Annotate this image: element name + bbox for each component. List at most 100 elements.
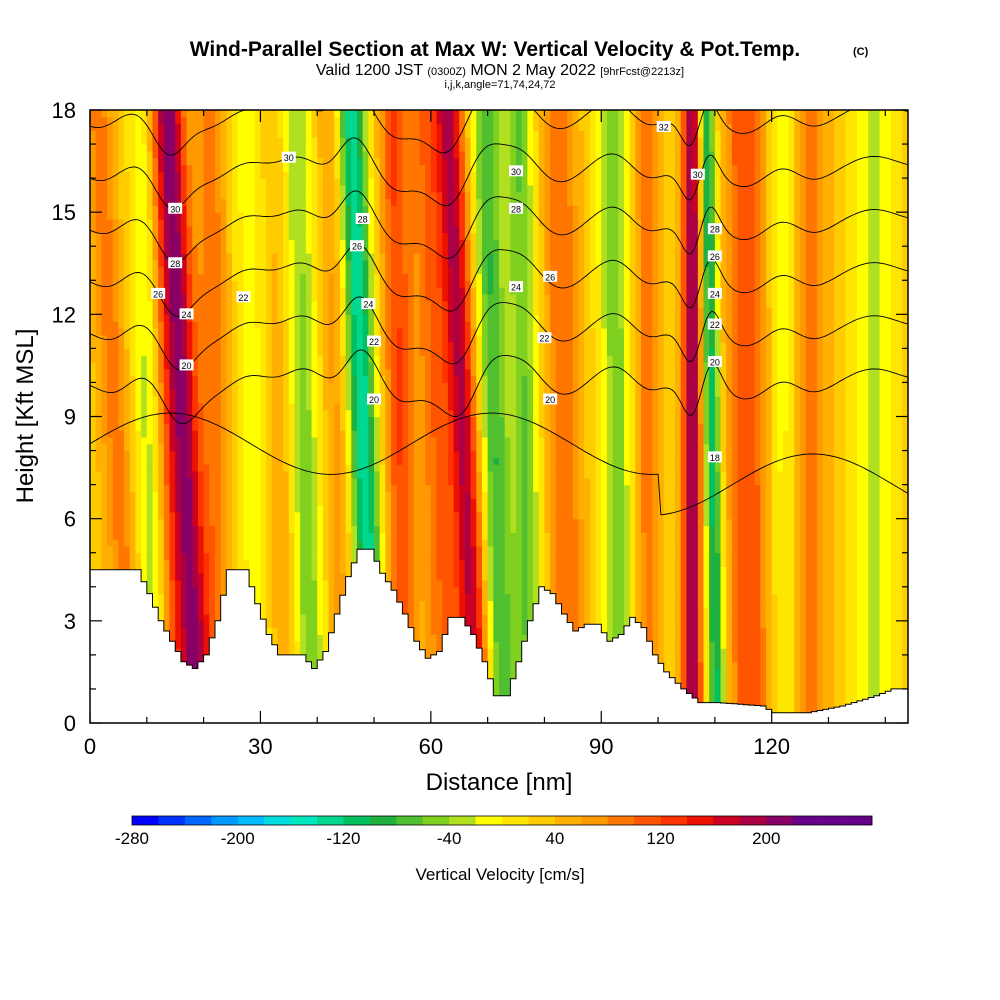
velocity-cell: [339, 259, 347, 268]
velocity-cell: [146, 375, 154, 384]
velocity-cell: [135, 505, 142, 513]
velocity-cell: [101, 334, 108, 343]
velocity-cell: [391, 178, 398, 186]
velocity-cell: [152, 198, 159, 206]
velocity-cell: [243, 423, 250, 431]
velocity-cell: [271, 498, 279, 506]
velocity-cell: [141, 470, 148, 479]
velocity-cell: [237, 307, 244, 315]
velocity-cell: [374, 409, 381, 418]
velocity-cell: [283, 327, 290, 336]
velocity-cell: [129, 348, 137, 356]
velocity-cell: [226, 164, 233, 172]
velocity-cell: [277, 409, 284, 418]
velocity-cell: [379, 396, 386, 404]
velocity-cell: [334, 123, 341, 132]
velocity-cell: [356, 416, 364, 424]
velocity-cell: [328, 498, 335, 506]
velocity-cell: [197, 450, 205, 458]
velocity-cell: [351, 287, 358, 295]
velocity-cell: [396, 423, 404, 431]
velocity-cell: [254, 416, 262, 424]
velocity-cell: [379, 477, 386, 486]
velocity-cell: [203, 518, 210, 527]
velocity-cell: [356, 293, 364, 302]
velocity-cell: [317, 130, 324, 138]
velocity-cell: [277, 559, 284, 567]
velocity-cell: [192, 171, 199, 179]
velocity-cell: [277, 627, 284, 636]
velocity-cell: [351, 436, 358, 445]
velocity-cell: [277, 539, 284, 547]
velocity-cell: [152, 396, 159, 404]
velocity-cell: [112, 430, 119, 438]
velocity-cell: [124, 464, 131, 472]
velocity-cell: [169, 423, 176, 431]
velocity-cell: [260, 545, 267, 554]
velocity-cell: [197, 470, 205, 479]
velocity-cell: [385, 246, 392, 254]
velocity-cell: [294, 634, 301, 642]
velocity-cell: [243, 396, 250, 404]
velocity-cell: [243, 539, 250, 547]
velocity-cell: [101, 171, 108, 179]
velocity-cell: [277, 614, 284, 622]
velocity-cell: [175, 171, 182, 179]
velocity-cell: [322, 362, 330, 370]
velocity-cell: [294, 586, 301, 595]
velocity-cell: [249, 552, 256, 561]
velocity-cell: [209, 389, 216, 397]
velocity-cell: [271, 464, 279, 472]
velocity-cell: [277, 545, 284, 554]
velocity-cell: [112, 157, 119, 166]
velocity-cell: [334, 409, 341, 418]
velocity-cell: [232, 423, 239, 431]
velocity-cell: [186, 287, 193, 295]
velocity-cell: [175, 341, 182, 349]
velocity-cell: [334, 450, 341, 458]
velocity-cell: [391, 552, 398, 561]
velocity-cell: [163, 184, 171, 193]
velocity-cell: [379, 545, 386, 554]
velocity-cell: [220, 198, 227, 206]
velocity-cell: [112, 402, 119, 411]
velocity-cell: [283, 280, 290, 288]
velocity-cell: [277, 150, 284, 159]
velocity-cell: [345, 498, 352, 506]
velocity-cell: [334, 586, 341, 595]
velocity-cell: [197, 654, 205, 663]
velocity-cell: [260, 218, 267, 227]
velocity-cell: [129, 430, 137, 438]
velocity-cell: [379, 266, 386, 275]
velocity-cell: [192, 116, 199, 125]
velocity-cell: [209, 232, 216, 241]
velocity-cell: [271, 225, 279, 234]
velocity-cell: [266, 307, 273, 315]
velocity-cell: [396, 389, 404, 397]
velocity-cell: [112, 539, 119, 547]
velocity-cell: [305, 341, 313, 349]
velocity-cell: [129, 389, 137, 397]
velocity-cell: [305, 654, 313, 663]
velocity-cell: [288, 579, 296, 588]
velocity-cell: [203, 470, 210, 479]
velocity-cell: [129, 137, 137, 145]
velocity-cell: [192, 321, 199, 329]
velocity-cell: [146, 314, 154, 322]
velocity-cell: [214, 559, 222, 567]
velocity-cell: [396, 545, 404, 554]
velocity-cell: [288, 566, 296, 574]
velocity-cell: [169, 389, 176, 397]
velocity-cell: [90, 559, 97, 567]
velocity-cell: [288, 334, 296, 343]
velocity-cell: [351, 150, 358, 159]
velocity-cell: [118, 457, 125, 465]
velocity-cell: [146, 239, 154, 247]
velocity-cell: [288, 491, 296, 499]
velocity-cell: [391, 266, 398, 275]
velocity-cell: [305, 375, 313, 384]
velocity-cell: [180, 321, 188, 329]
velocity-cell: [175, 545, 182, 554]
velocity-cell: [339, 525, 347, 533]
velocity-cell: [391, 525, 398, 533]
